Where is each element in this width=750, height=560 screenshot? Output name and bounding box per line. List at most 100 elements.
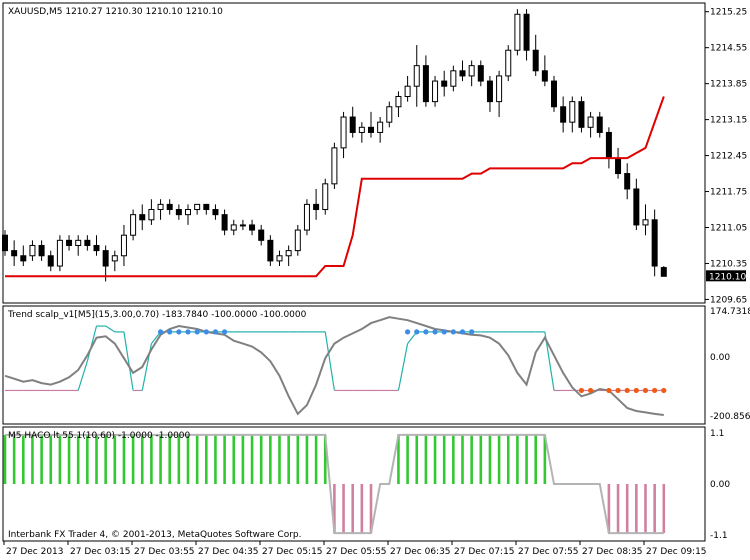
scalp-dot-down	[615, 387, 621, 394]
price-label: 1215.25	[710, 8, 747, 18]
candle-bearish	[349, 116, 356, 133]
candle-bearish	[84, 239, 91, 246]
candle-bearish	[422, 65, 429, 103]
candle-bullish	[386, 106, 393, 123]
time-label: 27 Dec 09:15	[646, 547, 707, 557]
price-label: 1212.45	[710, 152, 747, 162]
candle-bearish	[221, 214, 228, 231]
price-axis: 1215.25 1214.55 1213.85 1213.15 1212.45 1211.…	[705, 8, 747, 305]
scalp-dot-up	[203, 329, 209, 335]
candlestick-series	[2, 9, 667, 282]
scalp-dot-up	[222, 329, 228, 335]
candle-bearish	[203, 203, 210, 211]
candle-bearish	[541, 70, 548, 82]
scalp-dot-up	[185, 329, 191, 335]
price-label: 1210.35	[710, 259, 747, 269]
time-label: 27 Dec 05:15	[262, 547, 323, 557]
candle-bullish	[642, 219, 649, 226]
candle-bearish	[38, 244, 45, 257]
time-label: 27 Dec 06:35	[390, 547, 451, 557]
candle-bearish	[441, 80, 448, 87]
trend-scalp-pane[interactable]: Trend scalp_v1[M5](15,3.00,0.70) -183.78…	[2, 305, 750, 425]
time-label: 27 Dec 08:35	[582, 547, 643, 557]
scalp-signal-segment	[105, 325, 116, 333]
candle-bullish	[358, 126, 365, 133]
current-price-marker: 1210.10	[706, 270, 746, 282]
candle-bullish	[120, 234, 127, 257]
candle-bearish	[2, 234, 8, 252]
candle-bullish	[148, 209, 155, 221]
price-label: 1209.65	[710, 295, 747, 305]
candle-bearish	[258, 229, 265, 241]
scalp-dot-down	[633, 387, 639, 394]
haco-axis-top: 1.1	[710, 429, 724, 439]
candle-bearish	[93, 244, 100, 252]
candle-bearish	[615, 157, 622, 175]
time-label: 27 Dec 2013	[6, 547, 64, 557]
time-label: 27 Dec 07:55	[518, 547, 579, 557]
haco-pane[interactable]: M5 HACO lt 55.1(10,60) -1.0000 -1.0000 1…	[2, 426, 730, 542]
candle-bearish	[175, 209, 182, 216]
candle-bullish	[75, 239, 82, 246]
candle-bearish	[139, 214, 146, 221]
candle-bearish	[102, 250, 109, 267]
scalp-signal-segment	[86, 325, 98, 362]
scalp-signal-segment	[123, 331, 134, 391]
candle-bullish	[377, 121, 384, 133]
candle-bullish	[587, 116, 594, 128]
haco-axis-zero: 0.00	[710, 480, 730, 490]
scalp-dot-up	[167, 329, 173, 335]
scalp-dot-down	[578, 387, 585, 394]
candle-bullish	[111, 255, 118, 262]
candle-bearish	[166, 203, 173, 211]
scalp-dot-down	[642, 387, 649, 394]
price-pane[interactable]: XAUUSD,M5 1210.27 1210.30 1210.10 1210.1…	[2, 2, 748, 305]
scalp-dot-up	[405, 329, 411, 335]
scalp-raw-line	[4, 316, 664, 416]
candle-bearish	[624, 173, 631, 190]
price-label: 1211.75	[710, 188, 747, 198]
candle-bearish	[578, 101, 585, 128]
time-label: 27 Dec 03:55	[134, 547, 195, 557]
candle-bullish	[194, 203, 201, 211]
candle-bearish	[523, 13, 530, 51]
scalp-title: Trend scalp_v1[M5](15,3.00,0.70) -183.78…	[7, 310, 307, 320]
candle-bearish	[477, 65, 484, 82]
scalp-dot-up	[194, 329, 200, 335]
candle-bullish	[239, 224, 246, 227]
haco-histogram	[3, 434, 666, 534]
candle-bullish	[276, 255, 283, 262]
candle-bullish	[340, 116, 347, 149]
time-label: 27 Dec 04:35	[198, 547, 259, 557]
candle-bullish	[230, 224, 237, 231]
scalp-signal-lines	[5, 325, 664, 392]
scalp-axis-top: 174.7318	[710, 307, 750, 317]
candle-bearish	[605, 131, 612, 159]
scalp-dot-down	[652, 387, 658, 394]
candle-bearish	[368, 126, 374, 133]
candle-bullish	[432, 80, 439, 103]
scalp-dot-up	[212, 329, 219, 335]
time-label: 27 Dec 03:15	[70, 547, 131, 557]
copyright-text: Interbank FX Trader 4, © 2001-2013, Meta…	[8, 530, 301, 540]
scalp-signal-segment	[397, 343, 409, 391]
candle-bearish	[47, 255, 54, 267]
candle-bullish	[29, 244, 36, 257]
candle-bullish	[322, 183, 329, 211]
candle-bearish	[660, 267, 667, 277]
scalp-axis-bottom: -200.8562	[710, 412, 750, 422]
supertrend-line	[5, 96, 665, 278]
candle-bullish	[468, 65, 475, 77]
scalp-dot-up	[414, 329, 420, 335]
candle-bearish	[313, 203, 320, 211]
candle-bullish	[157, 203, 164, 211]
candle-bullish	[496, 75, 503, 103]
candle-bearish	[66, 239, 73, 246]
scalp-dot-up	[423, 329, 429, 335]
candle-bullish	[185, 209, 191, 216]
candle-bearish	[596, 116, 603, 133]
candle-bearish	[551, 80, 557, 108]
time-label: 27 Dec 07:15	[454, 547, 515, 557]
candle-bearish	[11, 250, 18, 257]
